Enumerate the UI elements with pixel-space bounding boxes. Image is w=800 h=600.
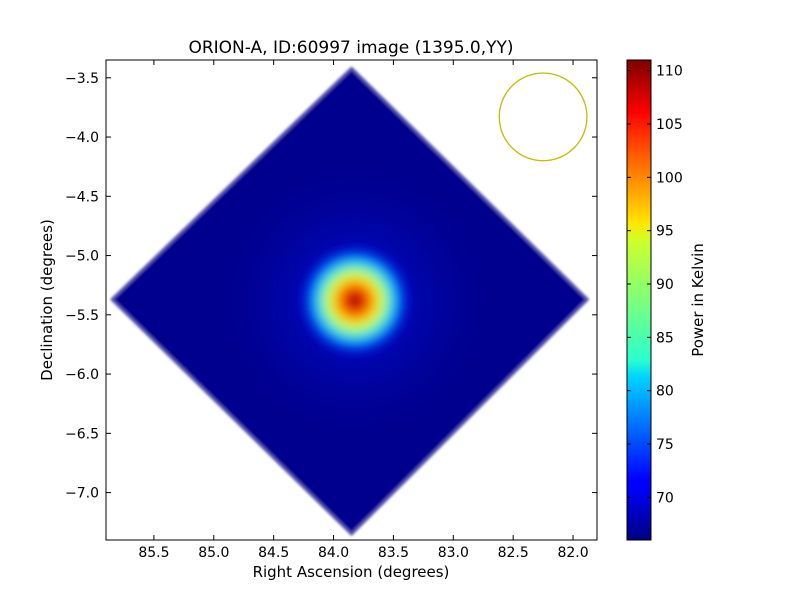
x-axis-label: Right Ascension (degrees)	[253, 563, 450, 581]
beam-circle	[498, 72, 588, 162]
x-tick-label: 85.0	[198, 545, 229, 561]
x-tick-label: 82.0	[557, 545, 588, 561]
y-tick-label: −5.5	[65, 308, 99, 324]
x-tick-label: 83.0	[438, 545, 469, 561]
y-axis: −3.5 −4.0 −4.5 −5.0 −5.5 −6.0 −6.5 −7.0	[65, 71, 597, 502]
y-tick-label: −5.0	[65, 249, 99, 265]
x-axis: 85.5 85.0 84.5 84.0 83.5 83.0 82.5 82.0	[138, 60, 589, 561]
x-tick-label: 84.5	[258, 545, 289, 561]
colorbar: 70 75 80 85 90 95 100 105 110 Power in Kelvin	[626, 59, 707, 541]
x-tick-label: 83.5	[378, 545, 409, 561]
y-axis-label: Declination (degrees)	[38, 219, 56, 381]
colorbar-tick-label: 100	[656, 170, 683, 186]
colorbar-tick-label: 95	[656, 224, 674, 240]
colorbar-tick-label: 70	[656, 490, 674, 506]
colorbar-tick-label: 80	[656, 384, 674, 400]
y-tick-label: −4.0	[65, 130, 99, 146]
y-tick-label: −3.5	[65, 71, 99, 87]
chart-title: ORION-A, ID:60997 image (1395.0,YY)	[188, 38, 513, 58]
colorbar-tick-label: 75	[656, 437, 674, 453]
colorbar-frame	[626, 59, 652, 541]
colorbar-gradient	[627, 60, 651, 540]
colorbar-label: Power in Kelvin	[689, 243, 707, 357]
colorbar-ticks: 70 75 80 85 90 95 100 105 110	[627, 64, 683, 506]
heatmap-image	[110, 66, 589, 536]
colorbar-tick-label: 90	[656, 277, 674, 293]
y-tick-label: −6.0	[65, 367, 99, 383]
x-tick-label: 82.5	[498, 545, 529, 561]
y-tick-label: −6.5	[65, 426, 99, 442]
y-tick-label: −4.5	[65, 189, 99, 205]
colorbar-tick-label: 105	[656, 117, 683, 133]
plot-area	[106, 60, 597, 540]
y-tick-label: −7.0	[65, 486, 99, 502]
plot-frame	[105, 59, 598, 541]
colorbar-tick-label: 110	[656, 64, 683, 80]
x-tick-label: 85.5	[138, 545, 169, 561]
colorbar-tick-label: 85	[656, 330, 674, 346]
peak-emission	[296, 241, 414, 360]
x-tick-label: 84.0	[318, 545, 349, 561]
